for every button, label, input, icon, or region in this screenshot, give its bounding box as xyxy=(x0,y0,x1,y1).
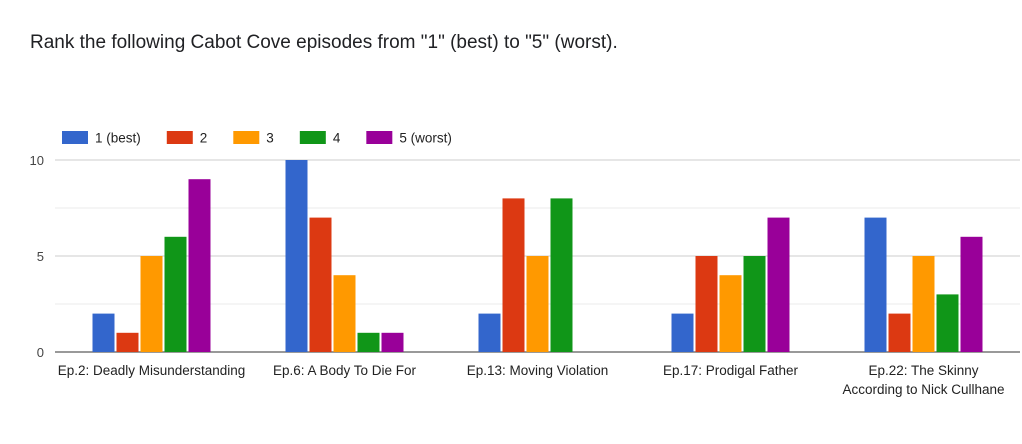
y-tick-label: 0 xyxy=(37,345,44,360)
legend-label: 5 (worst) xyxy=(399,131,452,146)
bar xyxy=(188,179,211,352)
bar xyxy=(864,217,887,352)
legend-label: 3 xyxy=(266,131,274,146)
x-category-label: Ep.17: Prodigal Father xyxy=(663,363,799,378)
x-category-label: Ep.22: The Skinny xyxy=(868,363,978,378)
x-category-label: Ep.6: A Body To Die For xyxy=(273,363,417,378)
bar xyxy=(550,198,573,352)
bar xyxy=(140,256,163,352)
chart-legend: 1 (best) 2 3 4 5 (worst) xyxy=(62,131,452,146)
bar xyxy=(912,256,935,352)
legend-swatch xyxy=(233,131,260,144)
bar xyxy=(285,160,308,352)
bar xyxy=(960,236,983,352)
y-tick-label: 10 xyxy=(30,153,44,168)
question-title: Rank the following Cabot Cove episodes f… xyxy=(30,32,618,53)
bar xyxy=(695,256,718,352)
legend-label: 1 (best) xyxy=(95,131,141,146)
legend-label: 2 xyxy=(200,131,208,146)
legend-label: 4 xyxy=(333,131,341,146)
chart-bars xyxy=(92,160,983,352)
bar xyxy=(671,313,694,352)
legend-swatch xyxy=(366,131,393,144)
bar xyxy=(333,275,356,352)
bar xyxy=(743,256,766,352)
bar xyxy=(164,236,187,352)
bar xyxy=(116,332,139,352)
legend-swatch xyxy=(299,131,326,144)
x-category-label: Ep.2: Deadly Misunderstanding xyxy=(58,363,246,378)
bar xyxy=(357,332,380,352)
bar xyxy=(381,332,404,352)
bar xyxy=(92,313,115,352)
x-axis: Ep.2: Deadly Misunderstanding Ep.6: A Bod… xyxy=(58,363,1005,397)
bar xyxy=(936,294,959,352)
x-category-label: According to Nick Cullhane xyxy=(842,382,1004,397)
bar xyxy=(478,313,501,352)
bar xyxy=(502,198,525,352)
bar xyxy=(767,217,790,352)
bar xyxy=(526,256,549,352)
bar xyxy=(719,275,742,352)
y-axis: 0 5 10 xyxy=(30,153,44,360)
x-category-label: Ep.13: Moving Violation xyxy=(467,363,609,378)
legend-swatch xyxy=(62,131,88,144)
y-tick-label: 5 xyxy=(37,249,44,264)
bar xyxy=(309,217,332,352)
bar xyxy=(888,313,911,352)
legend-swatch xyxy=(166,131,193,144)
